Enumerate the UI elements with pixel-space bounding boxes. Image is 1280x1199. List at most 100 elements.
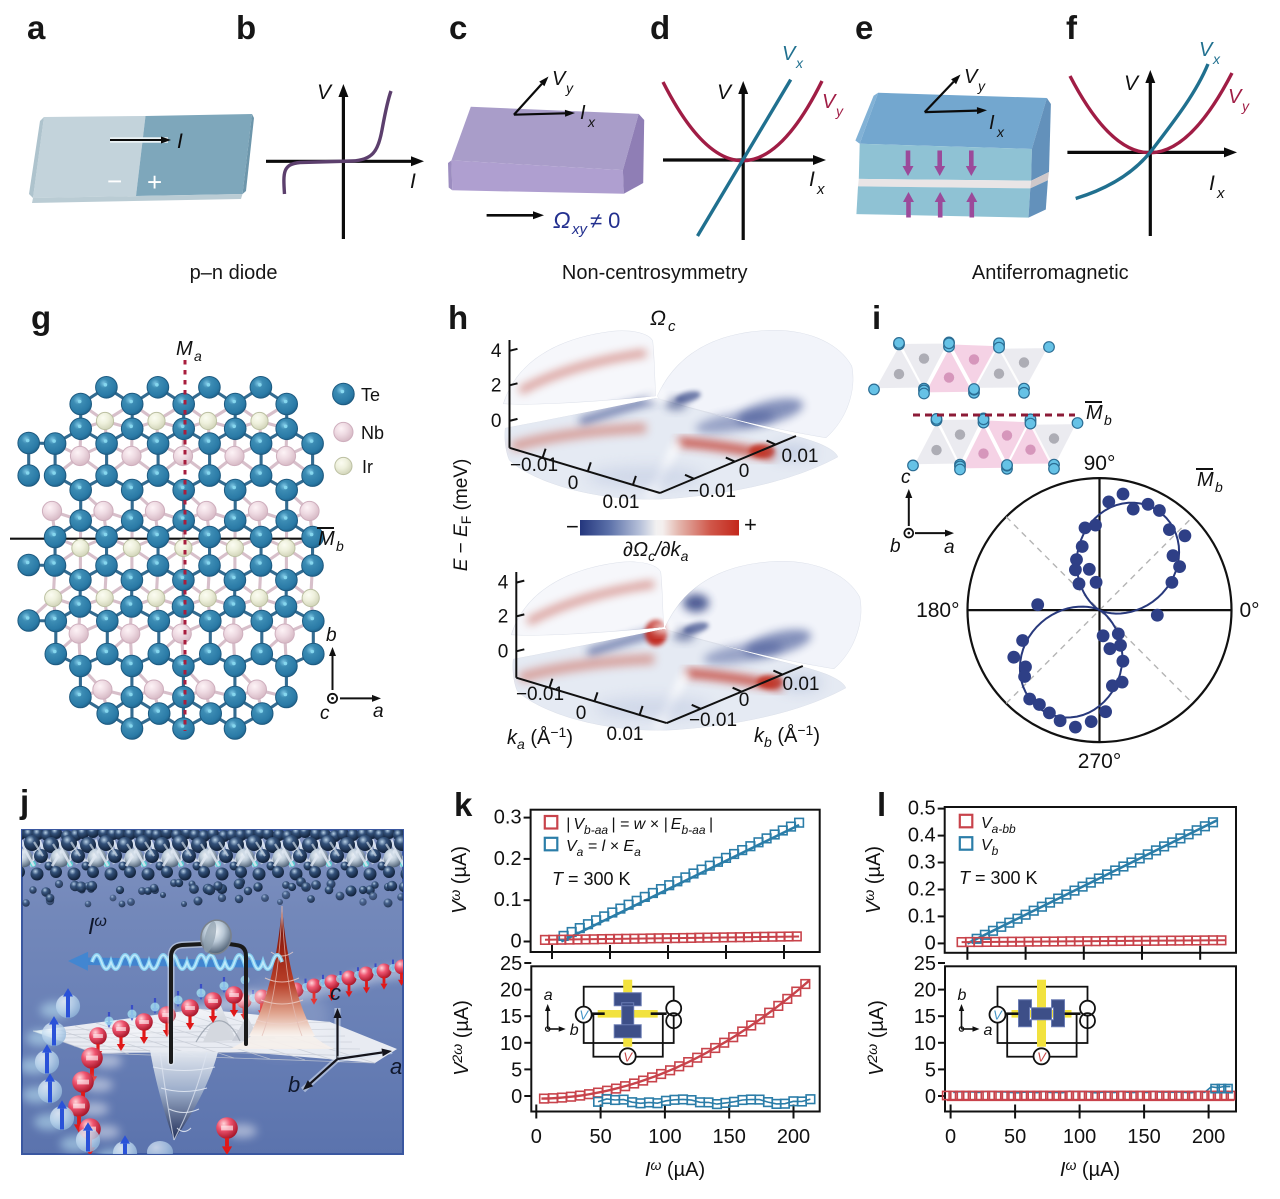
svg-text:0.01: 0.01 <box>603 492 640 513</box>
svg-text:25: 25 <box>500 953 522 975</box>
svg-text:c: c <box>449 9 467 46</box>
svg-text:M: M <box>1197 469 1214 491</box>
svg-text:Ω: Ω <box>553 207 571 233</box>
svg-text:c: c <box>320 703 330 724</box>
svg-text:0.3: 0.3 <box>908 852 936 874</box>
svg-text:V: V <box>1228 86 1243 108</box>
svg-text:E − EF (meV): E − EF (meV) <box>451 459 474 572</box>
svg-text:0.4: 0.4 <box>908 825 936 847</box>
svg-text:M: M <box>176 338 193 360</box>
svg-text:x: x <box>816 181 825 198</box>
svg-text:I: I <box>809 168 815 191</box>
svg-text:0: 0 <box>925 1086 936 1108</box>
svg-text:a: a <box>390 1054 402 1079</box>
svg-text:a: a <box>194 348 202 364</box>
svg-text:V: V <box>964 66 979 88</box>
svg-text:e: e <box>855 9 873 46</box>
svg-text:10: 10 <box>914 1033 936 1055</box>
svg-text:y: y <box>1241 98 1250 114</box>
svg-text:100: 100 <box>648 1126 681 1148</box>
svg-text:Antiferromagnetic: Antiferromagnetic <box>972 262 1129 284</box>
svg-text:x: x <box>795 55 804 71</box>
svg-text:0.01: 0.01 <box>782 446 819 467</box>
svg-text:15: 15 <box>914 1006 936 1028</box>
svg-text:0.2: 0.2 <box>494 848 522 870</box>
svg-text:a: a <box>373 701 384 722</box>
svg-text:−: − <box>107 166 122 196</box>
svg-text:180°: 180° <box>916 599 959 622</box>
svg-text:i: i <box>872 299 881 336</box>
svg-text:≠ 0: ≠ 0 <box>590 208 620 233</box>
svg-text:b: b <box>890 536 901 557</box>
svg-text:b: b <box>236 9 256 46</box>
svg-text:b: b <box>288 1072 300 1097</box>
svg-text:b: b <box>1104 412 1112 428</box>
svg-text:f: f <box>1066 9 1078 46</box>
svg-text:10: 10 <box>500 1033 522 1055</box>
svg-text:V: V <box>317 81 333 104</box>
svg-text:Te: Te <box>361 385 380 405</box>
svg-text:Nb: Nb <box>361 423 384 443</box>
svg-text:0: 0 <box>945 1126 956 1148</box>
svg-text:5: 5 <box>511 1059 522 1081</box>
svg-text:b: b <box>570 1022 579 1039</box>
svg-text:0: 0 <box>576 703 587 724</box>
svg-text:V: V <box>782 43 797 65</box>
svg-text:2: 2 <box>491 375 502 396</box>
svg-text:0: 0 <box>498 641 509 662</box>
svg-text:b: b <box>958 987 967 1004</box>
svg-text:x: x <box>587 114 596 130</box>
svg-text:0: 0 <box>531 1126 542 1148</box>
svg-text:a: a <box>27 9 46 46</box>
svg-text:20: 20 <box>914 980 936 1002</box>
svg-text:V: V <box>552 68 567 90</box>
svg-text:g: g <box>31 299 51 336</box>
svg-text:xy: xy <box>571 221 589 238</box>
svg-text:200: 200 <box>1192 1126 1225 1148</box>
svg-text:0.2: 0.2 <box>908 879 936 901</box>
svg-text:2: 2 <box>498 606 509 627</box>
svg-text:−0.01: −0.01 <box>688 481 736 502</box>
svg-text:V2ω (µA): V2ω (µA) <box>449 1000 473 1076</box>
svg-text:15: 15 <box>500 1006 522 1028</box>
svg-text:0: 0 <box>510 931 521 953</box>
svg-text:4: 4 <box>498 573 509 594</box>
svg-text:y: y <box>835 103 844 119</box>
svg-text:a: a <box>944 537 955 558</box>
svg-text:I: I <box>1209 172 1215 195</box>
svg-text:Ir: Ir <box>362 457 373 477</box>
svg-text:0.5: 0.5 <box>908 798 936 820</box>
svg-text:V: V <box>1199 39 1214 61</box>
svg-text:V: V <box>993 1008 1003 1023</box>
svg-text:I: I <box>177 130 183 153</box>
svg-text:b: b <box>1215 479 1223 495</box>
svg-text:j: j <box>19 783 29 820</box>
svg-text:Ω: Ω <box>650 307 666 330</box>
svg-text:l: l <box>877 786 886 823</box>
svg-text:k: k <box>454 786 473 823</box>
svg-text:V: V <box>1124 72 1140 95</box>
svg-text:100: 100 <box>1063 1126 1096 1148</box>
svg-text:0: 0 <box>511 1086 522 1108</box>
svg-text:50: 50 <box>589 1126 611 1148</box>
svg-text:Vω (µA): Vω (µA) <box>447 846 471 914</box>
svg-text:−: − <box>566 514 579 539</box>
svg-text:∂Ωc/∂ka: ∂Ωc/∂ka <box>623 539 689 564</box>
svg-text:y: y <box>977 78 986 94</box>
svg-text:I: I <box>580 102 586 124</box>
svg-text:−0.01: −0.01 <box>510 455 558 476</box>
svg-text:150: 150 <box>1127 1126 1160 1148</box>
svg-text:a: a <box>984 1022 993 1039</box>
svg-text:b: b <box>336 538 344 554</box>
svg-text:150: 150 <box>713 1126 746 1148</box>
svg-text:0: 0 <box>925 932 936 954</box>
svg-text:p–n diode: p–n diode <box>190 262 278 284</box>
svg-text:I: I <box>989 112 995 134</box>
svg-text:V2ω (µA): V2ω (µA) <box>864 1000 888 1076</box>
svg-text:0°: 0° <box>1240 599 1260 622</box>
svg-text:90°: 90° <box>1084 452 1116 475</box>
svg-text:0.1: 0.1 <box>494 889 522 911</box>
svg-text:b: b <box>326 625 337 646</box>
svg-text:0.01: 0.01 <box>607 724 644 745</box>
svg-text:0.01: 0.01 <box>783 674 820 695</box>
